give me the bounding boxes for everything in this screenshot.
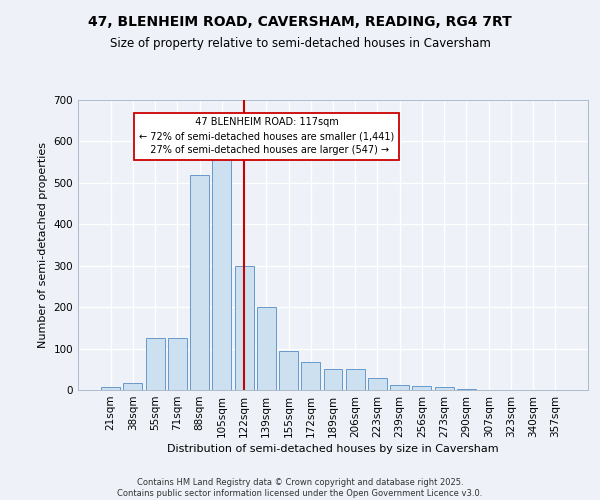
- Bar: [235, 266, 254, 390]
- Y-axis label: Number of semi-detached properties: Number of semi-detached properties: [38, 142, 48, 348]
- X-axis label: Distribution of semi-detached houses by size in Caversham: Distribution of semi-detached houses by …: [167, 444, 499, 454]
- Text: Contains HM Land Registry data © Crown copyright and database right 2025.
Contai: Contains HM Land Registry data © Crown c…: [118, 478, 482, 498]
- Bar: [168, 338, 187, 390]
- Text: 47 BLENHEIM ROAD: 117sqm  
← 72% of semi-detached houses are smaller (1,441)
  2: 47 BLENHEIM ROAD: 117sqm ← 72% of semi-d…: [139, 118, 394, 156]
- Bar: [301, 362, 320, 390]
- Bar: [412, 386, 431, 390]
- Bar: [457, 389, 476, 390]
- Text: 47, BLENHEIM ROAD, CAVERSHAM, READING, RG4 7RT: 47, BLENHEIM ROAD, CAVERSHAM, READING, R…: [88, 15, 512, 29]
- Bar: [101, 386, 120, 390]
- Bar: [435, 387, 454, 390]
- Bar: [346, 370, 365, 390]
- Bar: [323, 370, 343, 390]
- Bar: [124, 382, 142, 390]
- Bar: [279, 350, 298, 390]
- Bar: [146, 338, 164, 390]
- Bar: [368, 378, 387, 390]
- Bar: [257, 307, 276, 390]
- Bar: [212, 150, 231, 390]
- Bar: [190, 174, 209, 390]
- Text: Size of property relative to semi-detached houses in Caversham: Size of property relative to semi-detach…: [110, 38, 490, 51]
- Bar: [390, 385, 409, 390]
